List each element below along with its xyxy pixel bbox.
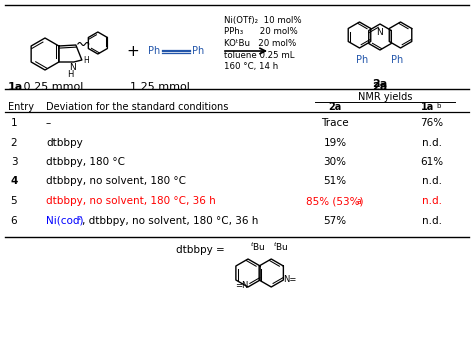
Text: KOᵗBu   20 mol%: KOᵗBu 20 mol% xyxy=(224,39,296,48)
Text: 57%: 57% xyxy=(323,215,346,225)
Text: 6: 6 xyxy=(11,215,18,225)
Text: b: b xyxy=(436,103,440,109)
Text: N=: N= xyxy=(283,275,296,283)
Text: n.d.: n.d. xyxy=(422,138,442,148)
Text: dtbbpy =: dtbbpy = xyxy=(176,245,228,255)
Text: 1.25 mmol: 1.25 mmol xyxy=(130,82,190,92)
Text: Ph: Ph xyxy=(356,55,369,65)
Text: 2: 2 xyxy=(11,138,18,148)
Text: Entry: Entry xyxy=(8,102,34,112)
Text: N: N xyxy=(377,28,383,37)
Text: 2a: 2a xyxy=(373,79,388,89)
Text: dtbbpy, no solvent, 180 °C, 36 h: dtbbpy, no solvent, 180 °C, 36 h xyxy=(46,196,216,206)
Text: n.d.: n.d. xyxy=(422,177,442,186)
Text: 0.25 mmol: 0.25 mmol xyxy=(20,82,83,92)
Text: 51%: 51% xyxy=(323,177,346,186)
Text: –: – xyxy=(46,118,51,128)
Text: , dtbbpy, no solvent, 180 °C, 36 h: , dtbbpy, no solvent, 180 °C, 36 h xyxy=(82,215,259,225)
Text: n.d.: n.d. xyxy=(422,196,442,206)
Text: NMR yields: NMR yields xyxy=(358,92,413,102)
Text: Ph: Ph xyxy=(192,46,204,56)
Text: Ni(cod): Ni(cod) xyxy=(46,215,83,225)
Text: +: + xyxy=(127,44,139,59)
Text: 3: 3 xyxy=(11,157,18,167)
Text: Ph: Ph xyxy=(148,46,160,56)
Text: 1a: 1a xyxy=(421,102,435,112)
Text: toluene 0.25 mL: toluene 0.25 mL xyxy=(224,51,294,59)
Text: $^t$Bu: $^t$Bu xyxy=(250,240,266,253)
Text: dtbbpy, no solvent, 180 °C: dtbbpy, no solvent, 180 °C xyxy=(46,177,186,186)
Text: N: N xyxy=(70,63,76,72)
Text: dtbbpy: dtbbpy xyxy=(46,138,83,148)
Text: 30%: 30% xyxy=(323,157,346,167)
Text: 76%: 76% xyxy=(420,118,444,128)
Text: Ni(OTf)₂  10 mol%: Ni(OTf)₂ 10 mol% xyxy=(224,16,301,25)
Text: PPh₃      20 mol%: PPh₃ 20 mol% xyxy=(224,28,298,37)
Text: 1a: 1a xyxy=(8,82,23,92)
Text: 2a: 2a xyxy=(373,82,388,92)
Text: Deviation for the standard conditions: Deviation for the standard conditions xyxy=(46,102,228,112)
Text: Ph: Ph xyxy=(392,55,404,65)
Text: n.d.: n.d. xyxy=(422,215,442,225)
Text: Trace: Trace xyxy=(321,118,349,128)
Text: 2a: 2a xyxy=(328,102,342,112)
Text: 160 °C, 14 h: 160 °C, 14 h xyxy=(224,62,278,71)
Text: ₂: ₂ xyxy=(78,214,81,223)
Text: 61%: 61% xyxy=(420,157,444,167)
Text: dtbbpy, 180 °C: dtbbpy, 180 °C xyxy=(46,157,125,167)
Text: $^t$Bu: $^t$Bu xyxy=(273,240,289,253)
Text: H: H xyxy=(67,70,73,79)
Text: 1: 1 xyxy=(11,118,18,128)
Text: 19%: 19% xyxy=(323,138,346,148)
Text: 4: 4 xyxy=(10,177,18,186)
Text: a: a xyxy=(357,197,362,206)
Text: 5: 5 xyxy=(11,196,18,206)
Text: 85% (53%): 85% (53%) xyxy=(306,196,364,206)
Text: =N: =N xyxy=(235,282,249,290)
Text: H: H xyxy=(83,56,89,65)
